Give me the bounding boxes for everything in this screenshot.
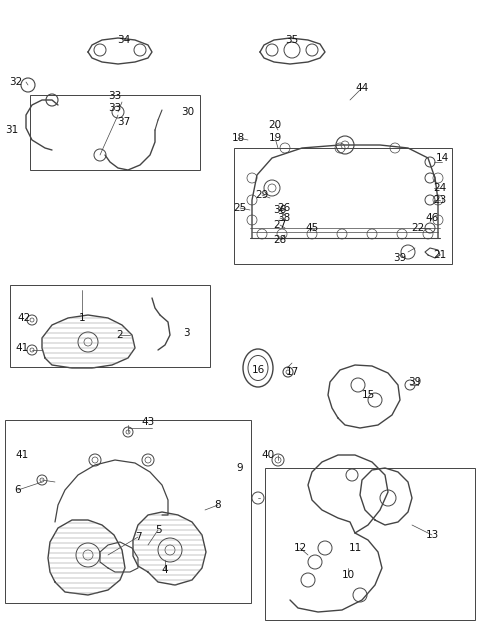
Text: 41: 41 <box>15 450 29 460</box>
Text: 2: 2 <box>117 330 123 340</box>
Text: 31: 31 <box>5 125 19 135</box>
Text: 15: 15 <box>361 390 374 400</box>
Text: 27: 27 <box>274 220 287 230</box>
Text: 38: 38 <box>277 213 290 223</box>
Text: 28: 28 <box>274 235 287 245</box>
Text: 4: 4 <box>162 565 168 575</box>
Text: 13: 13 <box>425 530 439 540</box>
Text: 10: 10 <box>341 570 355 580</box>
Text: 1: 1 <box>79 313 85 323</box>
Text: 29: 29 <box>255 190 269 200</box>
Text: 23: 23 <box>433 195 446 205</box>
Bar <box>265 468 475 620</box>
Text: 14: 14 <box>435 153 449 163</box>
Text: 6: 6 <box>15 485 21 495</box>
Text: 19: 19 <box>268 133 282 143</box>
Text: 12: 12 <box>293 543 307 553</box>
Text: 22: 22 <box>411 223 425 233</box>
Text: 11: 11 <box>348 543 361 553</box>
Bar <box>10 285 210 367</box>
Text: 39: 39 <box>394 253 407 263</box>
Text: 30: 30 <box>181 107 194 117</box>
Text: 8: 8 <box>215 500 221 510</box>
Text: 45: 45 <box>305 223 319 233</box>
Text: 24: 24 <box>433 183 446 193</box>
Text: 32: 32 <box>10 77 23 87</box>
Bar <box>30 95 200 170</box>
Text: 20: 20 <box>268 120 282 130</box>
Text: 3: 3 <box>183 328 189 338</box>
Text: 26: 26 <box>277 203 290 213</box>
Text: 42: 42 <box>17 313 31 323</box>
Text: 7: 7 <box>135 532 141 542</box>
Text: 41: 41 <box>15 343 29 353</box>
Text: 5: 5 <box>155 525 161 535</box>
Text: 17: 17 <box>286 367 299 377</box>
Text: 34: 34 <box>118 35 131 45</box>
Text: 39: 39 <box>408 377 421 387</box>
Text: 9: 9 <box>237 463 243 473</box>
Text: 43: 43 <box>142 417 155 427</box>
Text: 16: 16 <box>252 365 264 375</box>
Text: 33: 33 <box>108 91 121 101</box>
Text: 37: 37 <box>118 117 131 127</box>
Text: 25: 25 <box>233 203 247 213</box>
Text: 36: 36 <box>274 205 287 215</box>
Text: 18: 18 <box>231 133 245 143</box>
Text: 46: 46 <box>425 213 439 223</box>
Text: 21: 21 <box>433 250 446 260</box>
Text: 44: 44 <box>355 83 369 93</box>
Text: 40: 40 <box>262 450 275 460</box>
Text: 33: 33 <box>108 103 121 113</box>
Bar <box>5 420 251 603</box>
Text: 35: 35 <box>286 35 299 45</box>
Bar <box>234 148 452 264</box>
